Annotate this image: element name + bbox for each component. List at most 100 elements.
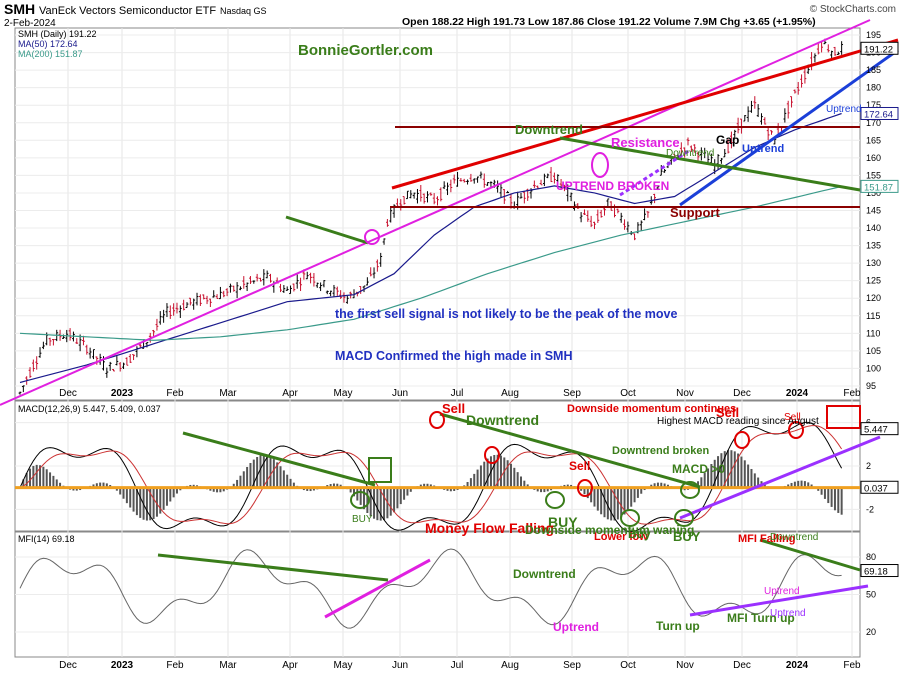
uptrend-annotation-2: Uptrend bbox=[826, 104, 862, 115]
mfi-uptrend-line bbox=[324, 558, 431, 619]
mfi-x-tick-label: Jun bbox=[392, 660, 408, 671]
green-downtrend-line-2 bbox=[559, 136, 861, 192]
legend-ma200: MA(200) 151.87 bbox=[18, 49, 83, 59]
label-layer: Dec Dec 2023 2023 Feb Feb Mar Mar Apr Apr May May Ju… bbox=[59, 30, 899, 671]
price-x-tick-label: 2024 bbox=[786, 388, 809, 399]
mfi-y-tick-label: 50 bbox=[866, 590, 876, 600]
macd-downside-annotation: Downside momentum continues bbox=[567, 403, 736, 415]
price-x-tick-label: 2023 bbox=[111, 388, 134, 399]
mfi-value-tag-box bbox=[860, 564, 899, 578]
price-y-tick-label: 95 bbox=[866, 381, 876, 391]
price-y-tick-label: 135 bbox=[866, 241, 881, 251]
macd-buy-annotation: BUY bbox=[352, 514, 373, 525]
price-y-tick-label: 155 bbox=[866, 170, 881, 180]
price-x-tick-label: Jun bbox=[392, 388, 408, 399]
macd-sell-annotation: Sell bbox=[442, 401, 465, 416]
watermark-annotation: BonnieGortler.com bbox=[298, 42, 433, 59]
macd-sell-annotation-2: Sell bbox=[569, 459, 590, 473]
ma200-value-tag: 151.87 bbox=[864, 182, 893, 193]
ma200-line bbox=[19, 185, 842, 341]
price-y-tick-label: 145 bbox=[866, 205, 881, 215]
price-y-tick-label: 130 bbox=[866, 258, 881, 268]
price-y-tick-label: 175 bbox=[866, 100, 881, 110]
price-y-tick-label: 110 bbox=[866, 328, 880, 338]
mfi-x-tick-label: Mar bbox=[219, 660, 237, 671]
price-y-tick-label: 160 bbox=[866, 153, 881, 163]
price-x-tick-label: Nov bbox=[676, 388, 694, 399]
macd-hist-value-tag-box bbox=[860, 480, 899, 494]
price-pivot-circle bbox=[591, 152, 609, 178]
macd-buy-box bbox=[368, 457, 392, 483]
macd-above-zero-annotation: MACD >0 bbox=[672, 462, 725, 476]
macd-y-tick-label: 2 bbox=[866, 461, 871, 471]
macd-buy-annotation-4: BUY bbox=[673, 529, 701, 544]
price-x-tick-label: Aug bbox=[501, 388, 519, 399]
mfi-line bbox=[19, 548, 842, 629]
price-x-tick-label: Feb bbox=[843, 388, 861, 399]
macd-buy-annotation-2: BUY bbox=[548, 514, 578, 530]
legend-price: SMH (Daily) 191.22 bbox=[18, 29, 97, 39]
macd-y-tick-label: -2 bbox=[866, 504, 874, 514]
macd-sell-annotation-3: Sell bbox=[716, 405, 739, 420]
mfi-uptrend-annotation-2: Uptrend bbox=[764, 586, 800, 597]
price-x-tick-label: Oct bbox=[620, 388, 636, 399]
mfi-x-tick-label: Feb bbox=[843, 660, 861, 671]
mfi-turn-up-annotation-2: MFI Turn up bbox=[727, 611, 795, 625]
price-y-tick-label: 140 bbox=[866, 223, 881, 233]
ma200-value-tag-box bbox=[860, 179, 899, 193]
overlay-layer bbox=[0, 19, 899, 619]
macd-highest-annotation: Highest MACD reading since August bbox=[657, 416, 819, 427]
mfi-uptrend-annotation: Uptrend bbox=[553, 620, 599, 634]
mfi-waning-annotation: Downside momentum waning bbox=[525, 523, 694, 537]
price-y-tick-label: 180 bbox=[866, 83, 881, 93]
buy-circle bbox=[674, 509, 694, 527]
mfi-x-tick-label: Apr bbox=[282, 660, 298, 671]
price-x-tick-label: Dec bbox=[733, 388, 751, 399]
mfi-value-tag: 69.18 bbox=[864, 567, 888, 578]
chart-date: 2-Feb-2024 bbox=[4, 18, 56, 29]
symbol: SMH bbox=[4, 1, 36, 17]
price-y-tick-label: 170 bbox=[866, 118, 881, 128]
legend-ma50: MA(50) 172.64 bbox=[18, 39, 78, 49]
macd-uptrend-line bbox=[679, 435, 881, 520]
mfi-x-tick-label: Nov bbox=[676, 660, 694, 671]
macd-hist-value-tag: 0.037 bbox=[864, 483, 888, 494]
macd-value-tag-box bbox=[860, 422, 899, 436]
resistance-annotation: Resistance bbox=[611, 135, 680, 150]
macd-value-tag: 5.447 bbox=[864, 425, 888, 436]
price-pivot-circle bbox=[364, 229, 380, 245]
sell-circle bbox=[577, 479, 593, 497]
blue-uptrend-line bbox=[679, 48, 899, 207]
magenta-uptrend-line bbox=[0, 19, 871, 406]
price-x-tick-label: Sep bbox=[563, 388, 581, 399]
price-y-tick-label: 195 bbox=[866, 30, 881, 40]
mfi-x-tick-label: Jul bbox=[451, 660, 464, 671]
mfi-x-tick-label: Sep bbox=[563, 660, 581, 671]
mfi-x-tick-label: May bbox=[334, 660, 353, 671]
mfi-x-tick-label: 2024 bbox=[786, 660, 809, 671]
mfi-x-tick-label: Feb bbox=[166, 660, 184, 671]
price-y-tick-label: 105 bbox=[866, 346, 881, 356]
macd-downtrend-line bbox=[182, 431, 376, 487]
price-x-tick-label: May bbox=[334, 388, 353, 399]
price-x-tick-label: Dec bbox=[59, 388, 77, 399]
uptrend-annotation: Uptrend bbox=[742, 143, 784, 155]
price-y-tick-label: 120 bbox=[866, 293, 881, 303]
sell-circle bbox=[429, 411, 445, 429]
exchange: Nasdaq GS bbox=[220, 6, 267, 16]
mfi-uptrend-annotation-3: Uptrend bbox=[770, 608, 806, 619]
price-x-tick-label: Apr bbox=[282, 388, 298, 399]
mfi-falling-annotation: Money Flow Falling bbox=[425, 520, 554, 536]
gap-annotation: Gap bbox=[716, 133, 739, 147]
macd-sell-annotation-4: Sell bbox=[784, 412, 801, 423]
sell-circle bbox=[734, 431, 750, 449]
downtrend-annotation-2: Downtrend bbox=[666, 148, 714, 159]
red-resistance-trendline bbox=[391, 38, 899, 190]
mfi-turn-up-annotation: Turn up bbox=[656, 619, 700, 633]
mfi-y-tick-label: 20 bbox=[866, 627, 876, 637]
uptrend-broken-annotation: UPTREND BROKEN bbox=[556, 179, 669, 193]
mfi-downtrend-line bbox=[157, 553, 389, 582]
downtrend-annotation: Downtrend bbox=[515, 122, 583, 137]
ma50-value-tag: 172.64 bbox=[864, 109, 893, 120]
